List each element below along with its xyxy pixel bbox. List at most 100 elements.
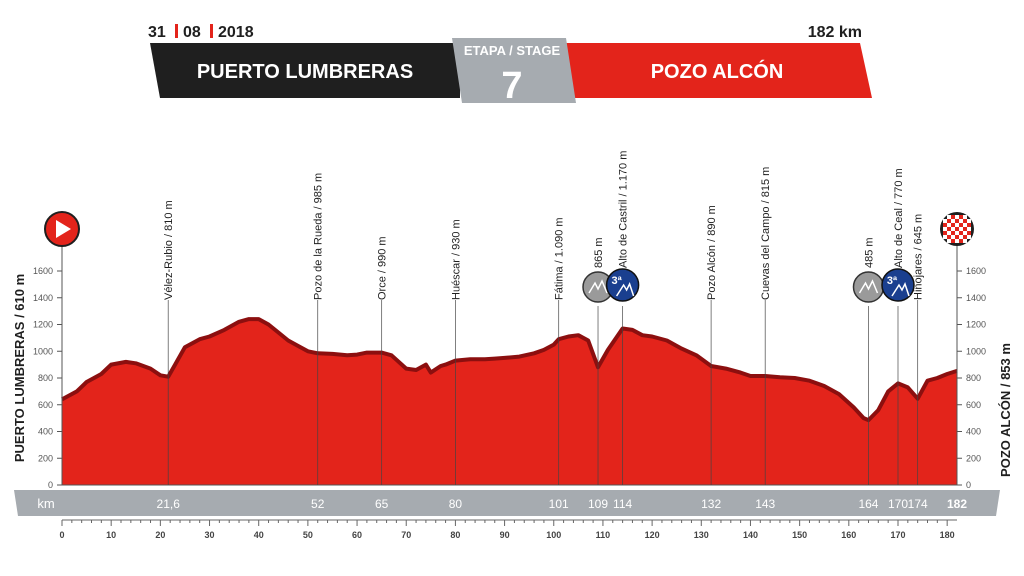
y-tick-label-right: 800 — [966, 373, 981, 383]
checker-square — [967, 223, 971, 227]
checker-square — [947, 235, 951, 239]
y-tick-label-left: 1000 — [33, 346, 53, 356]
checker-square — [959, 227, 963, 231]
y-axis-right: 0 200 400 600 800 1000 1200 1400 1600 — [956, 266, 986, 490]
waypoint-label: 485 m — [863, 237, 875, 268]
left-axis-label: PUERTO LUMBRERAS / 610 m — [12, 274, 27, 462]
checker-square — [967, 227, 971, 231]
climb-mountain-glyph — [615, 282, 635, 297]
x-tick-label: 170 — [890, 530, 905, 540]
y-tick-label-left: 1600 — [33, 266, 53, 276]
waypoint-label: Cuevas del Campo / 815 m — [760, 167, 772, 300]
waypoint: Alto de Ceal / 770 m 3ª — [881, 168, 915, 485]
checker-square — [955, 231, 959, 235]
km-band-value: 182 — [947, 497, 967, 511]
checker-square — [955, 239, 959, 243]
km-band-value: 109 — [588, 497, 608, 511]
waypoint: Huéscar / 930 m — [450, 219, 462, 485]
waypoint-label: Alto de Ceal / 770 m — [893, 168, 905, 268]
waypoint: Vélez-Rubio / 810 m — [163, 200, 175, 485]
x-tick-label: 50 — [303, 530, 313, 540]
checker-square — [967, 235, 971, 239]
stage-header: 31 08 2018 182 km PUERTO LUMBRERAS POZO … — [148, 24, 872, 107]
km-band-value: 65 — [375, 497, 389, 511]
x-tick-label: 160 — [841, 530, 856, 540]
checker-square — [955, 235, 959, 239]
checker-square — [955, 219, 959, 223]
x-tick-label: 110 — [596, 530, 611, 540]
y-axis-left: 0 200 400 600 800 1000 1200 1400 1600 — [33, 266, 63, 490]
x-tick-label: 10 — [106, 530, 116, 540]
category-climb-icon — [605, 268, 640, 302]
x-tick-label: 80 — [450, 530, 460, 540]
checker-square — [967, 219, 971, 223]
checker-square — [951, 219, 955, 223]
x-axis-ruler: 0 10 20 30 40 50 60 70 80 90 100 110 120 130 140 150 160… — [59, 519, 957, 540]
checker-square — [947, 215, 951, 219]
x-tick-label: 30 — [205, 530, 215, 540]
y-tick-label-right: 400 — [966, 427, 981, 437]
date-separator-1 — [175, 24, 178, 38]
play-icon-triangle — [56, 220, 71, 238]
x-tick-label: 130 — [694, 530, 709, 540]
waypoint-label: Alto de Castril / 1.170 m — [618, 151, 630, 268]
stage-number-badge — [452, 38, 576, 103]
y-tick-label-right: 1200 — [966, 320, 986, 330]
right-axis-label: POZO ALCÓN / 853 m — [998, 343, 1013, 477]
checker-square — [963, 231, 967, 235]
stage-date-month: 08 — [183, 24, 201, 41]
x-tick-label: 60 — [352, 530, 362, 540]
finish-city-name: POZO ALCÓN — [651, 59, 784, 83]
checker-square — [943, 235, 947, 239]
elevation-profile — [61, 317, 958, 486]
elevation-ridge — [61, 317, 958, 423]
km-band-value: 132 — [701, 497, 721, 511]
date-separator-2 — [210, 24, 213, 38]
km-band-label: km — [37, 496, 54, 511]
y-tick-label-left: 800 — [38, 373, 53, 383]
checker-square — [951, 235, 955, 239]
finish-city-banner — [560, 43, 872, 98]
km-band: km 21,6 52 65 80 101 109 114 132 143 164 170 174 182 — [14, 490, 1000, 516]
y-tick-label-right: 0 — [966, 480, 971, 490]
climb-category-badge: 3ª — [612, 275, 623, 287]
checker-square — [967, 231, 971, 235]
checker-square — [955, 227, 959, 231]
x-tick-label: 0 — [59, 530, 64, 540]
y-tick-label-left: 600 — [38, 400, 53, 410]
x-tick-label: 40 — [254, 530, 264, 540]
checker-square — [963, 239, 967, 243]
y-tick-label-right: 1000 — [966, 346, 986, 356]
waypoint: Alto de Castril / 1.170 m 3ª — [605, 151, 640, 485]
checker-square — [947, 227, 951, 231]
checker-square — [943, 227, 947, 231]
waypoint-label: Huéscar / 930 m — [450, 219, 462, 300]
y-tick-label-left: 0 — [48, 480, 53, 490]
km-band-value: 21,6 — [157, 497, 181, 511]
x-tick-label: 100 — [546, 530, 561, 540]
checker-square — [943, 219, 947, 223]
checker-square — [955, 215, 959, 219]
checker-square — [959, 235, 963, 239]
finish-marker — [940, 212, 974, 485]
stage-distance: 182 km — [808, 24, 862, 41]
waypoint-markers: Vélez-Rubio / 810 m Pozo de la Rueda / 98… — [163, 151, 925, 485]
climb-mountain-glyph — [891, 282, 910, 297]
waypoint-label: Pozo Alcón / 890 m — [706, 205, 718, 300]
checker-square — [943, 223, 947, 227]
start-city-banner — [150, 43, 460, 98]
sprint-mountain-glyph — [858, 279, 879, 294]
km-band-value: 164 — [858, 497, 878, 511]
checker-square — [951, 227, 955, 231]
checker-square — [947, 239, 951, 243]
km-band-value: 170 — [888, 497, 908, 511]
checker-square — [959, 239, 963, 243]
checker-square — [955, 223, 959, 227]
km-band-value: 101 — [549, 497, 569, 511]
waypoint-label: Orce / 990 m — [377, 236, 389, 300]
checker-square — [951, 239, 955, 243]
checker-square — [943, 231, 947, 235]
waypoint-label: Vélez-Rubio / 810 m — [163, 200, 175, 300]
checker-square — [959, 223, 963, 227]
